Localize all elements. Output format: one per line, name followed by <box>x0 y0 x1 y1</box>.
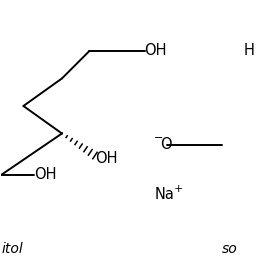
Text: itol: itol <box>1 242 23 256</box>
Text: +: + <box>173 183 183 193</box>
Text: OH: OH <box>145 43 167 58</box>
Text: Na: Na <box>154 187 174 202</box>
Text: O: O <box>160 137 171 152</box>
Text: −: − <box>154 133 163 143</box>
Text: OH: OH <box>95 151 118 166</box>
Text: so: so <box>222 242 237 256</box>
Text: H: H <box>244 43 254 58</box>
Text: OH: OH <box>34 167 57 182</box>
